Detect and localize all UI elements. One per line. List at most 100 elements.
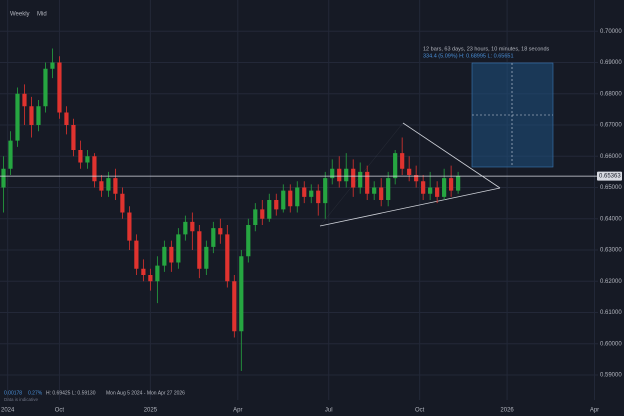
candle-body [50, 62, 55, 69]
candle-body [260, 209, 265, 219]
candle-body [393, 153, 398, 179]
y-tick-label: 0.70000 [600, 29, 622, 35]
grid [0, 0, 598, 400]
last-price-box [597, 171, 622, 181]
candle-body [29, 106, 34, 125]
candle-body [71, 125, 76, 150]
triangle-edge [402, 122, 501, 189]
candle-body [407, 168, 412, 175]
candle-body [99, 181, 104, 191]
y-tick-label: 0.67000 [600, 123, 622, 129]
candle-body [106, 178, 111, 191]
candle-body [113, 178, 118, 194]
candle-body [43, 68, 48, 107]
drawings [319, 62, 554, 227]
y-tick-label: 0.68000 [600, 91, 622, 97]
candle-body [330, 168, 335, 179]
y-tick-label: 0.66000 [600, 154, 622, 160]
candle-body [57, 62, 62, 113]
candle-body [428, 187, 433, 194]
candle-body [8, 140, 13, 169]
candle-body [218, 228, 223, 235]
y-tick-label: 0.65000 [600, 185, 622, 191]
candle-body [351, 168, 356, 188]
candle-body [64, 112, 69, 125]
y-tick-label: 0.61000 [600, 310, 622, 316]
candle-body [211, 228, 216, 247]
candle-body [15, 93, 20, 141]
candle-body [295, 187, 300, 207]
x-tick-label: Jul [325, 408, 333, 414]
x-tick-label: Apr [233, 408, 242, 414]
candle-body [449, 178, 454, 191]
candle-body [365, 171, 370, 194]
candle-body [120, 193, 125, 213]
candle-body [456, 176, 461, 191]
candle-body [400, 153, 405, 169]
candle-body [1, 168, 6, 188]
candle-body [176, 234, 181, 263]
candle-body [442, 178, 447, 197]
footer-info: 0.00178 [4, 390, 22, 396]
candle-body [246, 225, 251, 257]
candle-body [281, 190, 286, 210]
candle-body [134, 240, 139, 269]
candle-body [204, 246, 209, 269]
candle-body [372, 187, 377, 194]
candle-body [386, 178, 391, 200]
footnote: Data is indicative [4, 397, 39, 402]
candle-body [309, 190, 314, 197]
measure-info: 12 bars, 63 days, 23 hours, 10 minutes, … [423, 46, 550, 52]
candle-body [127, 212, 132, 241]
last-price-label: 0.65363 [599, 174, 621, 180]
candle-body [323, 178, 328, 204]
candle-body [421, 181, 426, 194]
candle-body [232, 281, 237, 332]
footer-info: Mon Aug 5 2024 - Mon Apr 27 2026 [106, 390, 185, 396]
candles [1, 48, 461, 371]
candle-body [316, 190, 321, 204]
candle-body [22, 93, 27, 107]
x-tick-label: Oct [415, 408, 425, 414]
candle-body [190, 221, 195, 232]
x-tick-label: Oct [55, 408, 65, 414]
candle-body [358, 171, 363, 188]
candle-body [183, 221, 188, 235]
toolbar-item[interactable]: Weekly [10, 12, 30, 18]
candle-body [85, 156, 90, 163]
candle-body [92, 156, 97, 182]
candle-body [253, 209, 258, 225]
candle-body [155, 265, 160, 282]
candle-body [337, 168, 342, 182]
candle-body [141, 268, 146, 275]
candle-body [78, 150, 83, 163]
triangle-edge [319, 187, 501, 227]
candle-body [435, 187, 440, 197]
candle-body [197, 231, 202, 269]
toolbar-item[interactable]: Mid [37, 12, 47, 18]
candle-body [169, 246, 174, 263]
measure-info: 334.4 (5.09%) H: 0.68995 L: 0.65651 [423, 53, 514, 59]
footer-info: 0.27% [28, 390, 43, 396]
y-tick-label: 0.59000 [600, 373, 622, 379]
y-tick-label: 0.63000 [600, 248, 622, 254]
candle-body [148, 275, 153, 282]
candle-body [344, 168, 349, 182]
candle-body [162, 246, 167, 266]
candle-body [379, 187, 384, 200]
footer-info: H: 0.69425 L: 0.59130 [46, 390, 96, 396]
candle-body [267, 200, 272, 219]
candle-body [36, 106, 41, 125]
candle-body [302, 187, 307, 197]
x-tick-label: Apr [590, 408, 599, 414]
candle-body [274, 200, 279, 210]
candle-body [414, 175, 419, 182]
y-tick-label: 0.62000 [600, 279, 622, 285]
x-tick-label: 2026 [500, 408, 514, 414]
x-tick-label: 2024 [1, 408, 15, 414]
x-tick-label: 2025 [144, 408, 158, 414]
y-tick-label: 0.60000 [600, 341, 622, 347]
y-tick-label: 0.64000 [600, 216, 622, 222]
candle-body [225, 234, 230, 282]
